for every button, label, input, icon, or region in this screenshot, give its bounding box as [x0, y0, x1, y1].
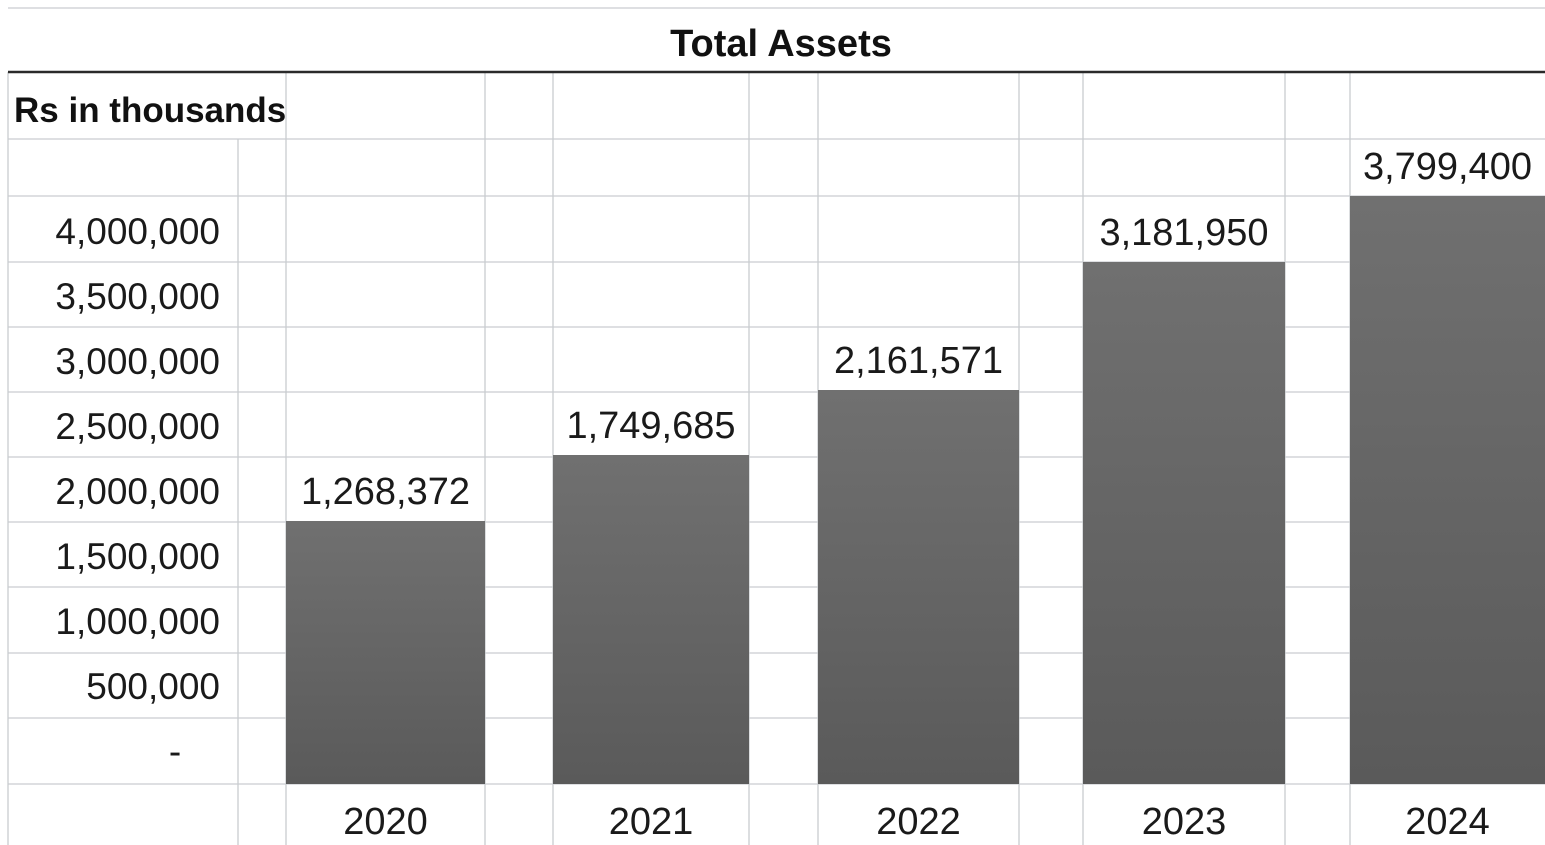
x-category-label: 2024 [1405, 801, 1490, 843]
bar-2021 [553, 455, 749, 784]
data-label: 1,749,685 [566, 405, 735, 447]
data-label: 3,181,950 [1099, 212, 1268, 254]
y-tick-label: 4,000,000 [55, 211, 220, 252]
y-axis-ticks: - 500,000 1,000,000 1,500,000 2,000,000 2,500… [55, 211, 220, 772]
y-axis-unit-label: Rs in thousands [14, 91, 286, 130]
data-label: 1,268,372 [301, 471, 470, 513]
bar-2020 [286, 521, 485, 784]
gridlines [7, 7, 1545, 845]
data-label: 3,799,400 [1363, 146, 1532, 188]
y-tick-label: 2,000,000 [55, 471, 220, 512]
x-axis-categories: 2020 2021 2022 2023 2024 [343, 801, 1490, 843]
chart-title: Total Assets [670, 23, 892, 65]
y-tick-label: 3,000,000 [55, 341, 220, 382]
y-tick-label: 3,500,000 [55, 276, 220, 317]
bar-2024 [1350, 196, 1545, 784]
y-tick-label: 2,500,000 [55, 406, 220, 447]
bar-2023 [1083, 262, 1285, 784]
x-category-label: 2023 [1142, 801, 1227, 843]
x-category-label: 2020 [343, 801, 428, 843]
x-category-label: 2022 [876, 801, 961, 843]
y-tick-label: 500,000 [86, 666, 220, 707]
data-labels: 1,268,372 1,749,685 2,161,571 3,181,950 3,79… [301, 146, 1532, 513]
y-tick-label: 1,000,000 [55, 601, 220, 642]
x-category-label: 2021 [609, 801, 694, 843]
y-tick-label: - [169, 731, 181, 772]
y-tick-label: 1,500,000 [55, 536, 220, 577]
data-label: 2,161,571 [834, 340, 1003, 382]
bar-2022 [818, 390, 1019, 784]
bars [286, 196, 1545, 784]
